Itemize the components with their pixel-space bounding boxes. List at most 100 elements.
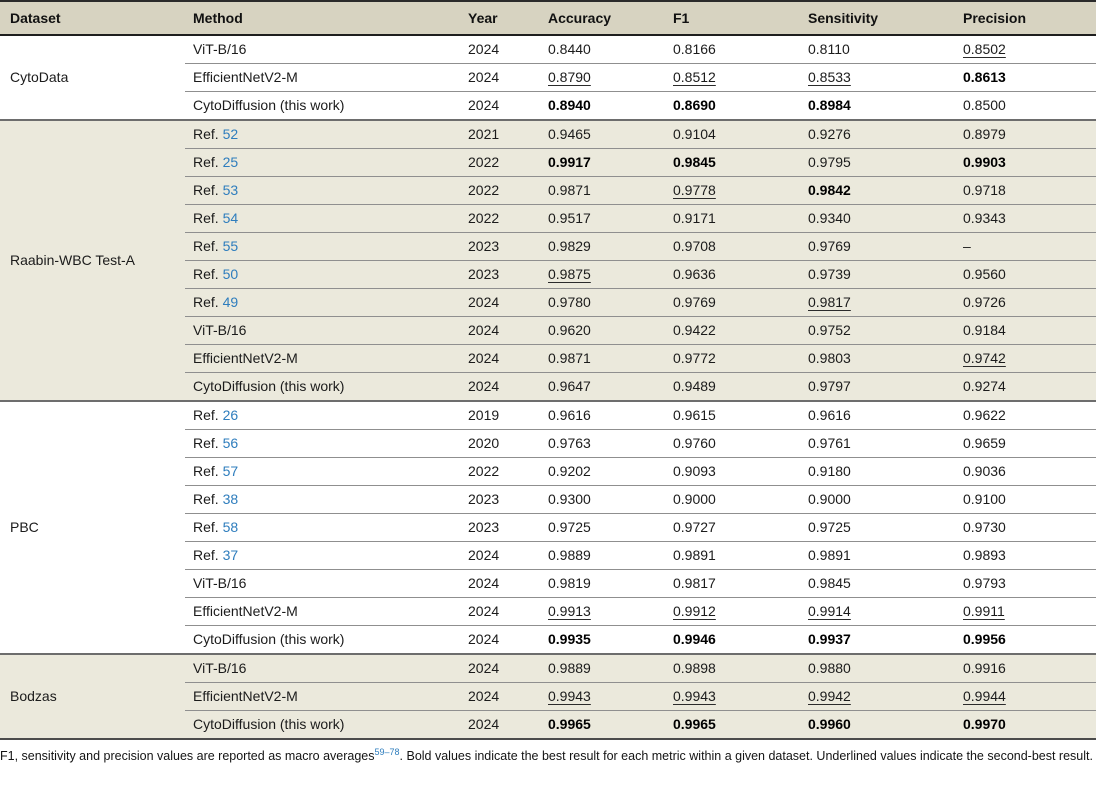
method-cell: CytoDiffusion (this work) bbox=[185, 91, 460, 120]
reference-link[interactable]: 53 bbox=[222, 182, 239, 198]
f1-cell: 0.9845 bbox=[665, 148, 800, 177]
method-cell: Ref. 58 bbox=[185, 513, 460, 542]
reference-link[interactable]: 38 bbox=[222, 491, 239, 507]
method-label: Ref. bbox=[193, 238, 219, 254]
reference-link[interactable]: 57 bbox=[222, 463, 239, 479]
header-sensitivity: Sensitivity bbox=[800, 0, 955, 36]
header-f1: F1 bbox=[665, 0, 800, 36]
year-cell: 2023 bbox=[460, 485, 540, 514]
accuracy-cell: 0.9763 bbox=[540, 429, 665, 458]
precision-cell: 0.9944 bbox=[955, 682, 1096, 711]
table-row: Bodzas ViT-B/16 2024 0.9889 0.9898 0.9880 0.99… bbox=[0, 653, 1096, 739]
method-label: ViT-B/16 bbox=[193, 322, 247, 338]
method-cell: ViT-B/16 bbox=[185, 316, 460, 345]
reference-link[interactable]: 37 bbox=[222, 547, 239, 563]
f1-cell: 0.9727 bbox=[665, 513, 800, 542]
sensitivity-cell: 0.9842 bbox=[800, 176, 955, 205]
method-label: EfficientNetV2-M bbox=[193, 69, 298, 85]
sensitivity-cell: 0.9797 bbox=[800, 372, 955, 401]
reference-link[interactable]: 49 bbox=[222, 294, 239, 310]
method-label: Ref. bbox=[193, 491, 219, 507]
method-cell: Ref. 54 bbox=[185, 204, 460, 233]
table-row: Ref. 58 2023 0.9725 0.9727 0.9725 0.9730 bbox=[0, 513, 1096, 542]
accuracy-cell: 0.9620 bbox=[540, 316, 665, 345]
method-cell: Ref. 53 bbox=[185, 176, 460, 205]
table-row: CytoDiffusion (this work) 2024 0.9965 0.996… bbox=[0, 710, 1096, 739]
table-row: EfficientNetV2-M 2024 0.8790 0.8512 0.8533 0.… bbox=[0, 63, 1096, 92]
method-label: Ref. bbox=[193, 294, 219, 310]
dataset-cell: CytoData bbox=[10, 69, 69, 85]
section-pbc: PBC Ref. 26 2019 0.9616 0.9615 0.9616 0.9622 Re… bbox=[0, 400, 1096, 654]
f1-cell: 0.8690 bbox=[665, 91, 800, 120]
precision-cell: 0.9718 bbox=[955, 176, 1096, 205]
sensitivity-cell: 0.9891 bbox=[800, 541, 955, 570]
method-label: Ref. bbox=[193, 435, 219, 451]
year-cell: 2024 bbox=[460, 653, 540, 683]
reference-link[interactable]: 25 bbox=[222, 154, 239, 170]
accuracy-cell: 0.9819 bbox=[540, 569, 665, 598]
precision-cell: 0.9622 bbox=[955, 400, 1096, 430]
accuracy-cell: 0.9780 bbox=[540, 288, 665, 317]
sensitivity-cell: 0.9942 bbox=[800, 682, 955, 711]
method-cell: ViT-B/16 bbox=[185, 653, 460, 683]
precision-cell: 0.9036 bbox=[955, 457, 1096, 486]
reference-link[interactable]: 56 bbox=[222, 435, 239, 451]
sensitivity-cell: 0.9761 bbox=[800, 429, 955, 458]
table-row: Raabin-WBC Test-A Ref. 52 2021 0.9465 0.9104… bbox=[0, 119, 1096, 401]
sensitivity-cell: 0.9616 bbox=[800, 400, 955, 430]
method-cell: ViT-B/16 bbox=[185, 569, 460, 598]
year-cell: 2023 bbox=[460, 513, 540, 542]
reference-link[interactable]: 55 bbox=[222, 238, 239, 254]
f1-cell: 0.9708 bbox=[665, 232, 800, 261]
year-cell: 2024 bbox=[460, 541, 540, 570]
header-dataset: Dataset bbox=[0, 0, 185, 36]
year-cell: 2019 bbox=[460, 400, 540, 430]
precision-cell: 0.9903 bbox=[955, 148, 1096, 177]
table-row: Ref. 49 2024 0.9780 0.9769 0.9817 0.9726 bbox=[0, 288, 1096, 317]
method-cell: EfficientNetV2-M bbox=[185, 597, 460, 626]
f1-cell: 0.9912 bbox=[665, 597, 800, 626]
precision-cell: 0.9184 bbox=[955, 316, 1096, 345]
year-cell: 2024 bbox=[460, 625, 540, 654]
accuracy-cell: 0.9202 bbox=[540, 457, 665, 486]
method-label: Ref. bbox=[193, 407, 219, 423]
method-cell: Ref. 57 bbox=[185, 457, 460, 486]
f1-cell: 0.9615 bbox=[665, 400, 800, 430]
precision-cell: 0.9343 bbox=[955, 204, 1096, 233]
year-cell: 2023 bbox=[460, 232, 540, 261]
table-row: ViT-B/16 2024 0.9620 0.9422 0.9752 0.9184 bbox=[0, 316, 1096, 345]
precision-cell: 0.9742 bbox=[955, 344, 1096, 373]
method-cell: Ref. 25 bbox=[185, 148, 460, 177]
accuracy-cell: 0.8940 bbox=[540, 91, 665, 120]
reference-link[interactable]: 58 bbox=[222, 519, 239, 535]
year-cell: 2022 bbox=[460, 204, 540, 233]
footnote-text-after: . Bold values indicate the best result f… bbox=[399, 749, 1093, 763]
paper-table-figure: Dataset Method Year Accuracy F1 Sensitiv… bbox=[0, 0, 1096, 763]
reference-link[interactable]: 54 bbox=[222, 210, 239, 226]
f1-cell: 0.9778 bbox=[665, 176, 800, 205]
precision-cell: 0.8613 bbox=[955, 63, 1096, 92]
table-row: Ref. 50 2023 0.9875 0.9636 0.9739 0.9560 bbox=[0, 260, 1096, 289]
sensitivity-cell: 0.9795 bbox=[800, 148, 955, 177]
method-cell: Ref. 56 bbox=[185, 429, 460, 458]
precision-cell: 0.9726 bbox=[955, 288, 1096, 317]
footnote-citation-link[interactable]: 59–78 bbox=[374, 746, 400, 757]
reference-link[interactable]: 26 bbox=[222, 407, 239, 423]
precision-cell: 0.8500 bbox=[955, 91, 1096, 120]
table-row: CytoDiffusion (this work) 2024 0.9647 0.948… bbox=[0, 372, 1096, 401]
reference-link[interactable]: 50 bbox=[222, 266, 239, 282]
method-label: CytoDiffusion (this work) bbox=[193, 97, 345, 113]
accuracy-cell: 0.9889 bbox=[540, 653, 665, 683]
method-label: ViT-B/16 bbox=[193, 660, 247, 676]
precision-cell: 0.9956 bbox=[955, 625, 1096, 654]
table-header: Dataset Method Year Accuracy F1 Sensitiv… bbox=[0, 0, 1096, 36]
header-precision: Precision bbox=[955, 0, 1096, 36]
method-cell: CytoDiffusion (this work) bbox=[185, 372, 460, 401]
year-cell: 2023 bbox=[460, 260, 540, 289]
year-cell: 2024 bbox=[460, 344, 540, 373]
reference-link[interactable]: 52 bbox=[222, 126, 239, 142]
table-row: CytoDiffusion (this work) 2024 0.8940 0.869… bbox=[0, 91, 1096, 120]
method-cell: EfficientNetV2-M bbox=[185, 682, 460, 711]
table-row: Ref. 37 2024 0.9889 0.9891 0.9891 0.9893 bbox=[0, 541, 1096, 570]
method-cell: Ref. 49 bbox=[185, 288, 460, 317]
